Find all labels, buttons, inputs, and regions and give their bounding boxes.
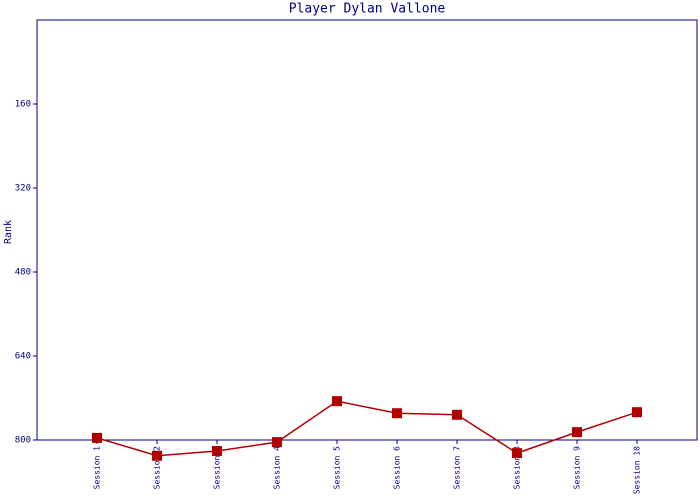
x-tick-label: Session 8 xyxy=(513,446,522,490)
point-marker xyxy=(632,407,642,418)
point-marker xyxy=(272,437,282,448)
point-marker xyxy=(392,408,402,419)
point-marker xyxy=(332,396,342,407)
point-marker xyxy=(92,432,102,443)
y-tick-label: 320 xyxy=(15,184,31,194)
point-marker xyxy=(452,409,462,420)
x-tick-label: Session 1 xyxy=(93,446,102,490)
point-marker xyxy=(212,446,222,457)
point-marker xyxy=(572,427,582,438)
x-tick-label: Session 7 xyxy=(453,446,462,490)
point-marker xyxy=(152,450,162,461)
y-tick-label: 800 xyxy=(15,436,31,446)
x-tick-label: Session 10 xyxy=(633,446,642,494)
x-tick-label: Session 5 xyxy=(333,446,342,490)
y-tick-label: 160 xyxy=(15,100,31,110)
y-tick-label: 480 xyxy=(15,268,31,278)
x-tick-label: Session 4 xyxy=(273,446,282,490)
x-tick-label: Session 2 xyxy=(153,446,162,490)
y-axis-title: Rank xyxy=(3,220,14,244)
y-tick-label: 640 xyxy=(15,352,31,362)
chart-title: Player Dylan Vallone xyxy=(289,2,446,17)
x-tick-label: Session 6 xyxy=(393,446,402,490)
series-line xyxy=(96,400,638,457)
x-tick-label: Session 9 xyxy=(573,446,582,490)
plot-frame xyxy=(36,19,698,441)
point-marker xyxy=(512,448,522,459)
x-tick-label: Session 3 xyxy=(213,446,222,490)
